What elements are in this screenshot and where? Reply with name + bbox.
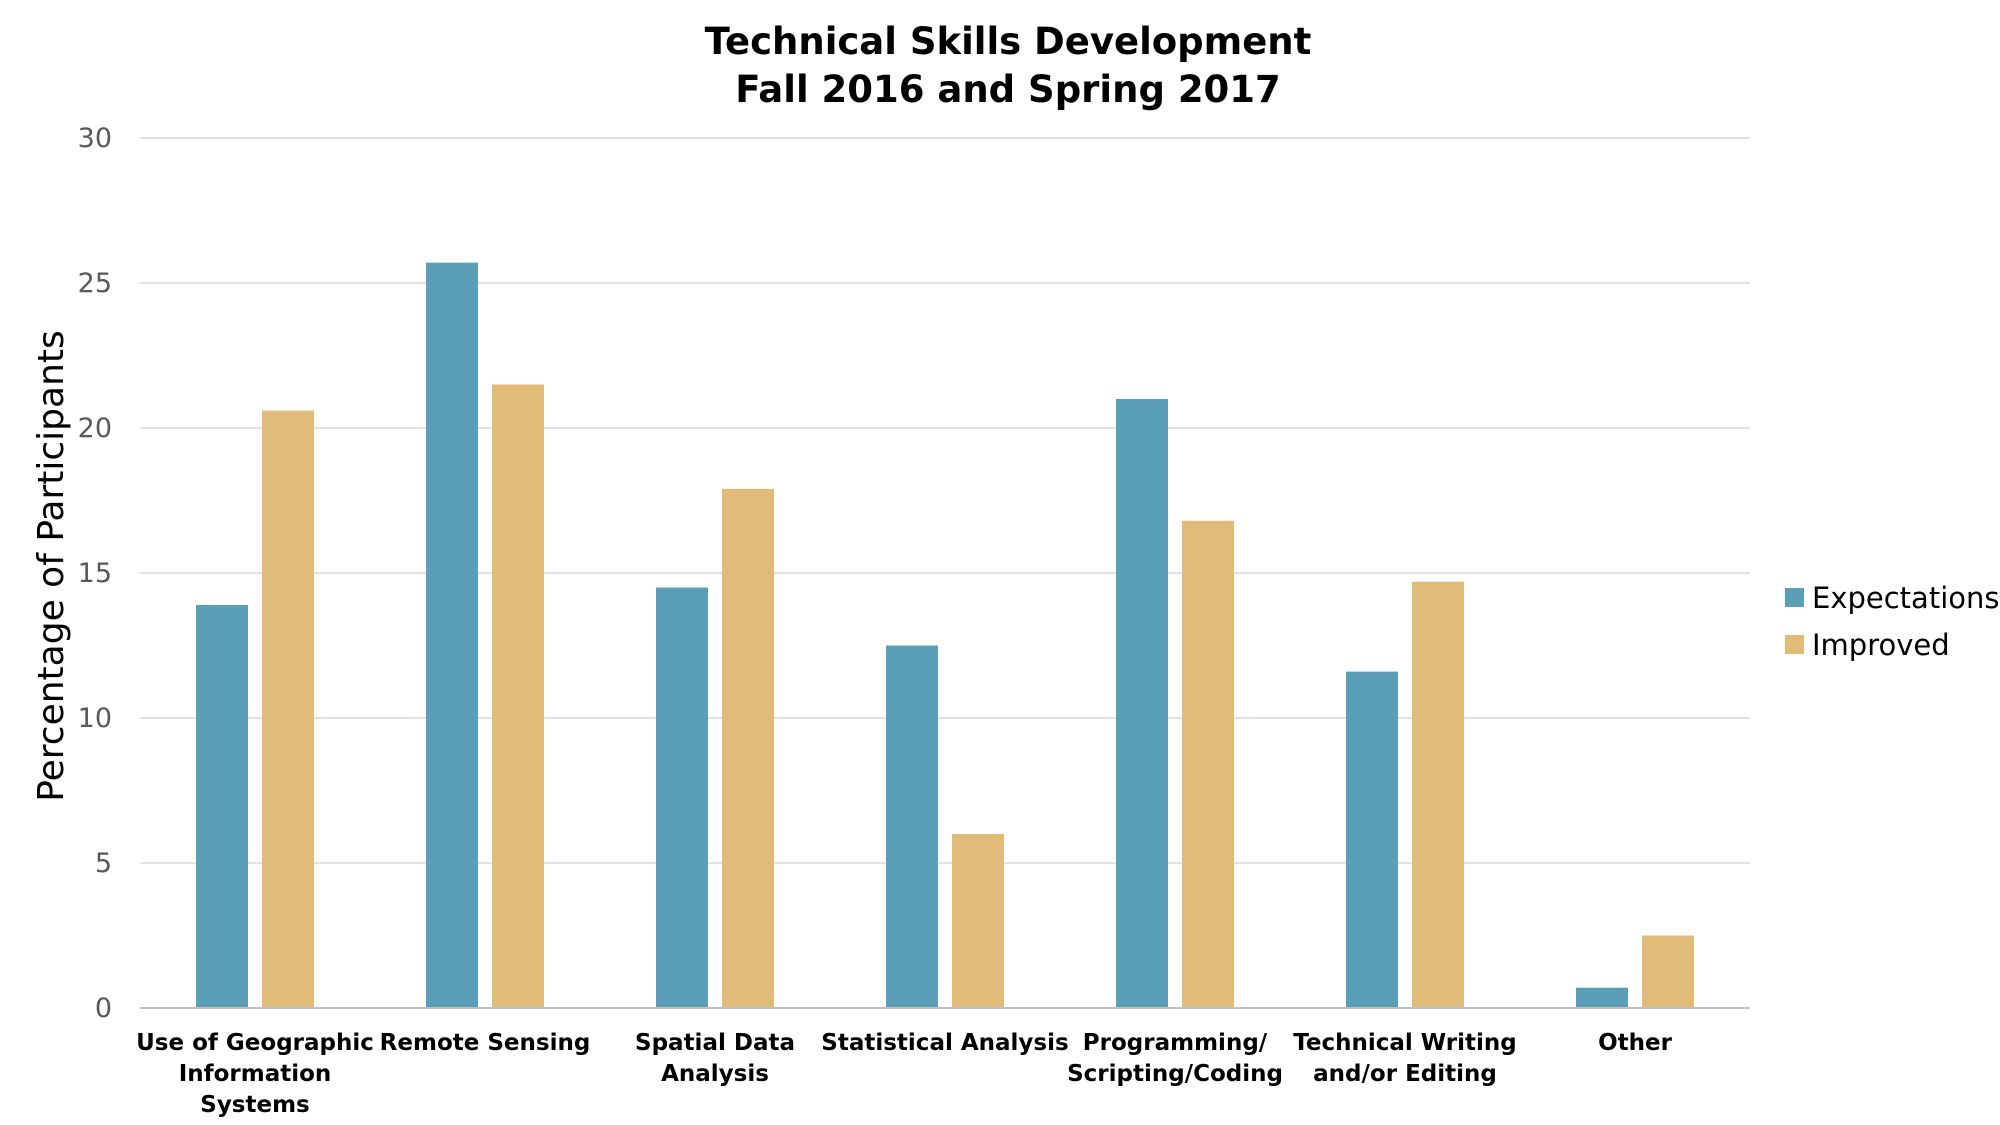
bar-improved	[1412, 581, 1464, 1008]
x-tick-label: Scripting/Coding	[1067, 1061, 1283, 1087]
x-tick-label: Technical Writing	[1293, 1030, 1516, 1056]
bar-improved	[952, 834, 1004, 1008]
x-tick-label: Systems	[200, 1092, 310, 1118]
y-tick-label: 25	[78, 268, 112, 299]
legend-label: Improved	[1812, 628, 1950, 662]
y-tick-label: 20	[78, 413, 112, 444]
chart-title: Technical Skills Development Fall 2016 an…	[705, 20, 1312, 111]
bar-expectations	[196, 604, 248, 1008]
x-tick-label: and/or Editing	[1313, 1061, 1497, 1087]
legend-swatch	[1785, 588, 1804, 607]
y-axis-ticks: 0 5 10 15 20 25 30	[78, 123, 112, 1024]
bar-improved	[1642, 935, 1694, 1008]
x-tick-label: Use of Geographic	[136, 1030, 374, 1056]
chart-title-line: Technical Skills Development	[705, 20, 1312, 63]
x-axis-ticks: Use of Geographic Information Systems Remot…	[136, 1030, 1672, 1118]
y-tick-label: 0	[95, 993, 112, 1024]
legend-label: Expectations	[1812, 581, 1999, 615]
bar-expectations	[886, 645, 938, 1008]
x-tick-label: Statistical Analysis	[821, 1030, 1068, 1056]
x-tick-label: Other	[1598, 1030, 1673, 1056]
x-tick-label: Programming/	[1083, 1030, 1268, 1056]
bar-expectations	[1346, 671, 1398, 1008]
bar-expectations	[426, 262, 478, 1008]
bar-expectations	[656, 587, 708, 1008]
y-axis-label: Percentage of Participants	[31, 330, 72, 802]
legend-swatch	[1785, 635, 1804, 654]
x-tick-label: Spatial Data	[635, 1030, 795, 1056]
bar-improved	[1182, 520, 1234, 1008]
bar-expectations	[1576, 987, 1628, 1008]
y-tick-label: 10	[78, 703, 112, 734]
y-tick-label: 30	[78, 123, 112, 154]
bars	[196, 262, 1694, 1009]
bar-improved	[722, 488, 774, 1008]
bar-improved	[492, 384, 544, 1008]
x-tick-label: Remote Sensing	[380, 1030, 591, 1056]
y-tick-label: 15	[78, 558, 112, 589]
gridlines	[140, 137, 1750, 864]
x-tick-label: Analysis	[661, 1061, 769, 1087]
legend: Expectations Improved	[1785, 581, 1999, 662]
chart-title-line: Fall 2016 and Spring 2017	[735, 68, 1281, 111]
x-tick-label: Information	[179, 1061, 332, 1087]
y-tick-label: 5	[95, 848, 112, 879]
bar-expectations	[1116, 399, 1168, 1008]
bar-improved	[262, 410, 314, 1009]
